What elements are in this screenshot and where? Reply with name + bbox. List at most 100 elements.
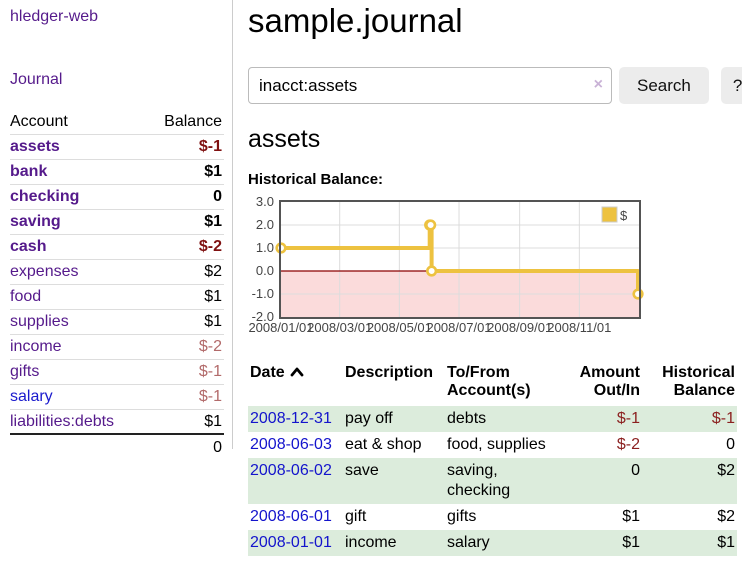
svg-text:1.0: 1.0 — [256, 240, 274, 255]
search-button[interactable]: Search — [619, 67, 709, 104]
account-balance: $-1 — [145, 384, 224, 410]
svg-text:2008/01/01: 2008/01/01 — [248, 320, 313, 335]
transaction-amount: $1 — [557, 530, 642, 556]
svg-text:2008/11/01: 2008/11/01 — [547, 320, 611, 335]
transaction-balance: $2 — [642, 458, 737, 504]
transaction-date-link[interactable]: 2008-12-31 — [250, 410, 332, 427]
chart-label: Historical Balance: — [248, 171, 384, 188]
svg-text:-2.0: -2.0 — [252, 309, 274, 324]
register-header-accounts: To/From Account(s) — [447, 364, 531, 399]
account-balance: $1 — [145, 309, 224, 335]
chart-canvas: $3.0 2.0 1.0 0.0 -1.0 -2.02008/01/012008/03/0… — [248, 194, 644, 335]
transaction-amount: $-1 — [557, 406, 642, 432]
account-row: gifts $-1 — [10, 359, 224, 385]
account-row: saving $1 — [10, 209, 224, 235]
svg-text:2008/09/01: 2008/09/01 — [487, 320, 552, 335]
transaction-date-link[interactable]: 2008-06-01 — [250, 508, 332, 525]
account-row: food $1 — [10, 284, 224, 310]
account-row: liabilities:debts $1 — [10, 409, 224, 435]
help-button[interactable]: ? — [720, 67, 742, 104]
register-header-date[interactable]: Date — [248, 362, 343, 406]
sort-ascending-icon — [290, 364, 304, 382]
transaction-amount: $1 — [622, 508, 640, 525]
transaction-accounts: saving, checking — [445, 458, 557, 504]
account-row: cash $-2 — [10, 234, 224, 260]
transaction-description: pay off — [343, 406, 445, 432]
register-row: 2008-06-03 eat & shop food, supplies $-2 0 — [248, 432, 737, 458]
svg-text:2008/07/01: 2008/07/01 — [426, 320, 491, 335]
search-input[interactable] — [248, 67, 612, 104]
account-row: assets $-1 — [10, 134, 224, 160]
account-balance: 0 — [145, 184, 224, 210]
account-link[interactable]: saving — [10, 213, 61, 230]
account-link[interactable]: salary — [10, 388, 53, 405]
register-header-amount: Amount Out/In — [579, 364, 640, 399]
account-balance: $-1 — [145, 134, 224, 160]
sidebar-item-journal[interactable]: Journal — [10, 71, 63, 88]
transaction-balance: $1 — [642, 530, 737, 556]
transaction-description: income — [343, 530, 445, 556]
svg-text:$: $ — [620, 208, 628, 223]
register-row: 2008-01-01 income salary $1 $1 — [248, 530, 737, 556]
account-row: salary $-1 — [10, 384, 224, 410]
accounts-total-row: 0 — [10, 433, 224, 459]
account-link[interactable]: checking — [10, 188, 80, 205]
account-row: checking 0 — [10, 184, 224, 210]
account-link[interactable]: cash — [10, 238, 47, 255]
search-bar: × Search ? — [248, 67, 742, 104]
account-balance: $-2 — [145, 234, 224, 260]
transaction-description: save — [343, 458, 445, 504]
svg-text:2008/03/01: 2008/03/01 — [307, 320, 372, 335]
register-row: 2008-06-01 gift gifts $1 $2 — [248, 504, 737, 530]
main-content: sample.journal × Search ? assets Histori… — [248, 0, 742, 556]
sidebar: hledger-web Journal Account Balance asse… — [0, 0, 233, 459]
account-link[interactable]: bank — [10, 163, 48, 180]
transaction-accounts: food, supplies — [447, 436, 546, 453]
account-row: bank $1 — [10, 159, 224, 185]
transaction-balance: 0 — [726, 436, 735, 453]
transaction-amount: $-2 — [616, 436, 640, 453]
transaction-amount: 0 — [557, 458, 642, 504]
transaction-date-link[interactable]: 2008-01-01 — [250, 534, 332, 551]
account-title: assets — [248, 125, 321, 153]
account-row: expenses $2 — [10, 259, 224, 285]
account-balance: $1 — [145, 409, 224, 435]
register-table: Date Description To/From Account(s) Amou… — [248, 362, 737, 556]
account-balance: $1 — [145, 284, 224, 310]
accounts-header-account: Account — [10, 109, 146, 135]
svg-text:-1.0: -1.0 — [252, 286, 274, 301]
transaction-balance: $-1 — [642, 406, 737, 432]
accounts-total: 0 — [145, 433, 224, 459]
account-link[interactable]: gifts — [10, 363, 40, 380]
account-link[interactable]: expenses — [10, 263, 79, 280]
svg-text:2008/05/01: 2008/05/01 — [367, 320, 432, 335]
register-header-description: Description — [345, 364, 434, 381]
account-link[interactable]: liabilities:debts — [10, 412, 115, 430]
account-row: income $-2 — [10, 334, 224, 360]
accounts-header-balance: Balance — [145, 109, 224, 135]
account-balance: $-2 — [145, 334, 224, 360]
account-balance: $1 — [145, 209, 224, 235]
transaction-date-link[interactable]: 2008-06-02 — [250, 462, 332, 479]
account-balance: $-1 — [145, 359, 224, 385]
app-brand-link[interactable]: hledger-web — [10, 8, 99, 25]
account-link[interactable]: income — [10, 338, 62, 355]
account-link[interactable]: assets — [10, 138, 60, 155]
account-row: supplies $1 — [10, 309, 224, 335]
accounts-table: Account Balance assets $-1 bank $1 checking 0… — [10, 109, 224, 459]
account-balance: $2 — [145, 259, 224, 285]
transaction-accounts: gifts — [447, 508, 477, 525]
transaction-accounts: salary — [445, 530, 557, 556]
transaction-balance: $2 — [717, 508, 735, 525]
account-link[interactable]: supplies — [10, 313, 69, 330]
clear-search-icon[interactable]: × — [593, 76, 603, 93]
svg-text:0.0: 0.0 — [256, 263, 274, 278]
account-link[interactable]: food — [10, 288, 42, 305]
transaction-date-link[interactable]: 2008-06-03 — [250, 436, 332, 453]
transaction-accounts: debts — [445, 406, 557, 432]
page-title: sample.journal — [248, 2, 463, 39]
account-balance: $1 — [145, 159, 224, 185]
svg-text:3.0: 3.0 — [256, 194, 274, 209]
register-row: 2008-12-31 pay off debts $-1 $-1 — [248, 406, 737, 432]
transaction-description: eat & shop — [345, 436, 422, 453]
